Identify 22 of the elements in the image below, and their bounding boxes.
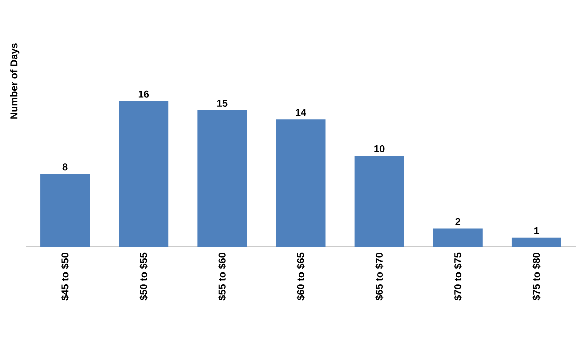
data-label: 8 — [62, 164, 68, 171]
bar — [276, 120, 326, 247]
data-label: 1 — [534, 228, 540, 234]
data-label: 10 — [374, 145, 385, 152]
x-tick-label: $60 to $65 — [296, 252, 306, 301]
x-tick-label: $55 to $60 — [218, 253, 226, 301]
x-tick-label: $45 to $50 — [61, 253, 70, 301]
bar — [198, 110, 248, 247]
y-axis-title: Number of Days — [10, 44, 20, 119]
data-label: 14 — [296, 109, 306, 116]
x-tick-label: $65 to $70 — [375, 253, 384, 301]
data-label: 15 — [218, 100, 228, 107]
bar — [40, 174, 90, 247]
bar — [119, 101, 169, 247]
bar — [433, 228, 483, 247]
bar — [354, 156, 404, 247]
x-tick-label: $70 to $75 — [454, 252, 462, 301]
x-tick-label: $75 to $80 — [532, 253, 541, 301]
bar — [512, 238, 562, 247]
data-label: 16 — [138, 90, 150, 98]
x-tick-label: $50 to $55 — [140, 252, 148, 301]
data-label: 2 — [456, 218, 461, 226]
